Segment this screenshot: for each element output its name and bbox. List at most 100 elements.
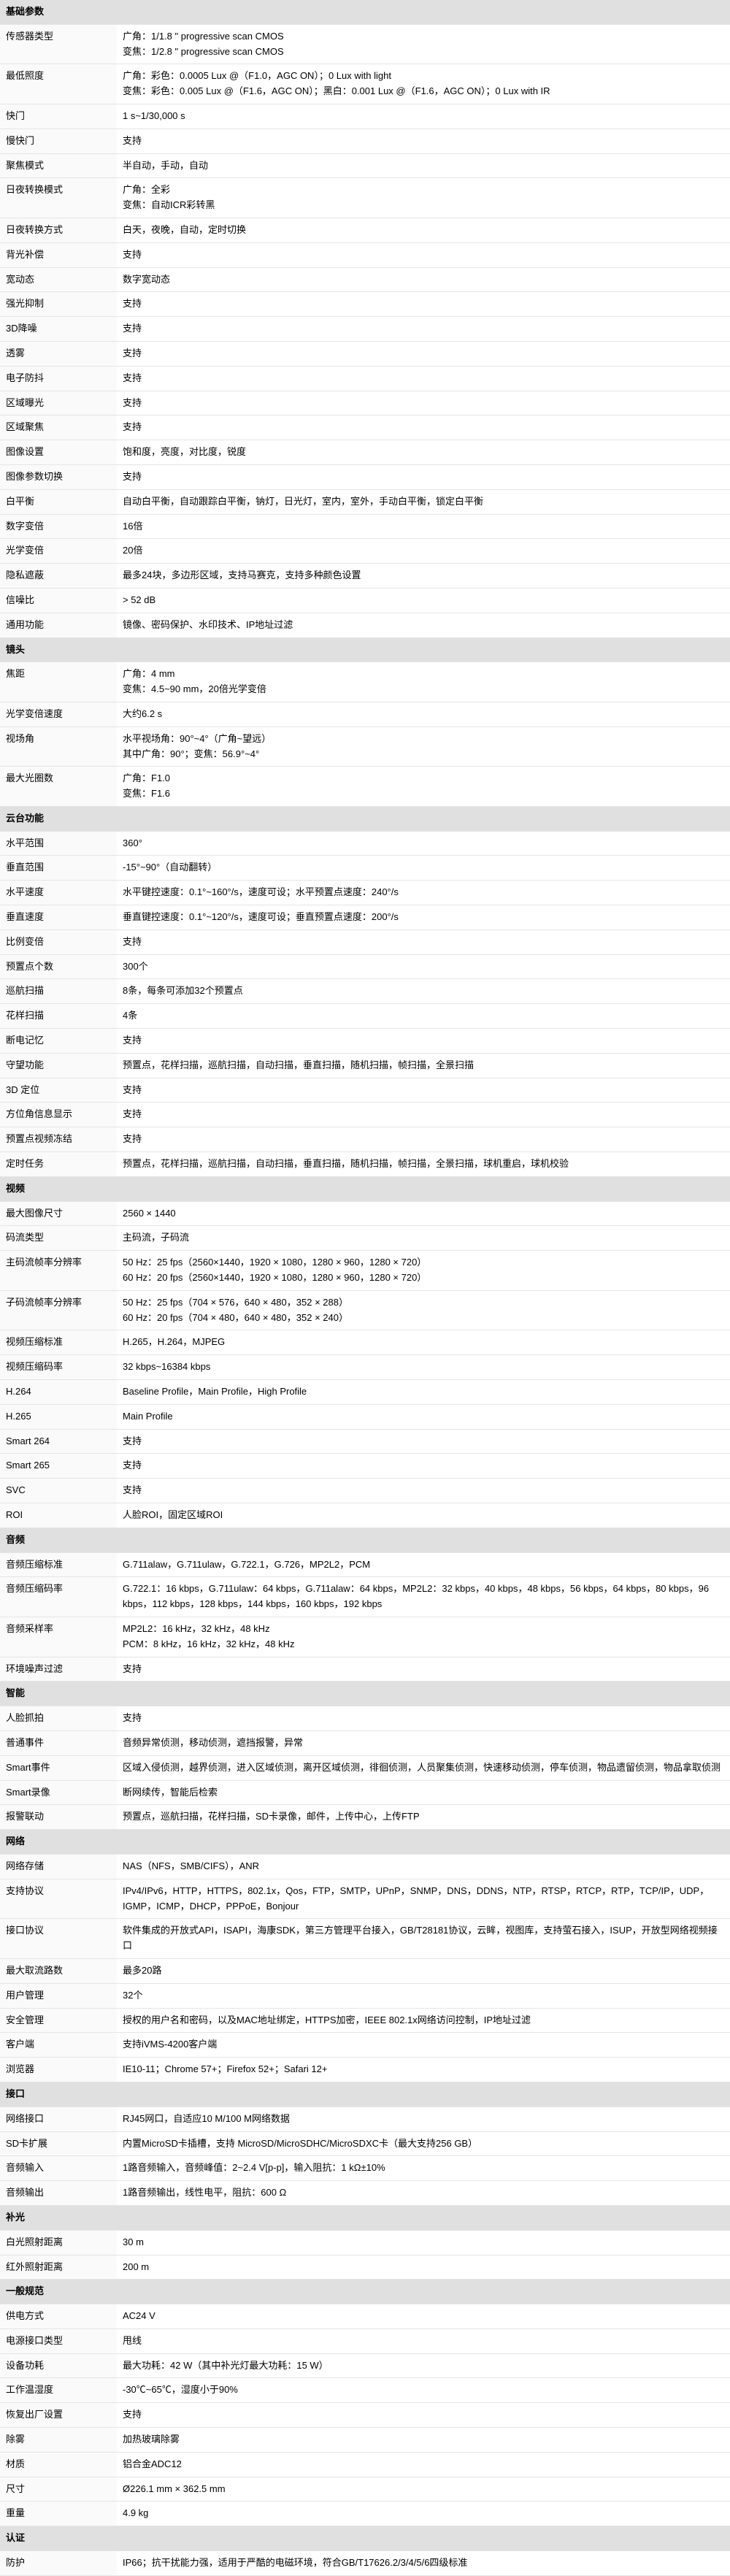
spec-label: 供电方式 <box>0 2304 117 2329</box>
spec-value: 垂直键控速度：0.1°~120°/s，速度可设；垂直预置点速度：200°/s <box>117 905 730 930</box>
spec-row: 通用功能镜像、密码保护、水印技术、IP地址过滤 <box>0 613 730 637</box>
spec-label: 工作温湿度 <box>0 2378 117 2403</box>
spec-row: 电源接口类型甩线 <box>0 2328 730 2353</box>
spec-value: 音频异常侦测，移动侦测，遮挡报警，异常 <box>117 1730 730 1755</box>
spec-label: 普通事件 <box>0 1730 117 1755</box>
spec-label: 支持协议 <box>0 1879 117 1919</box>
spec-row: 环境噪声过滤支持 <box>0 1657 730 1682</box>
spec-value: 广角：4 mm变焦：4.5~90 mm，20倍光学变倍 <box>117 662 730 702</box>
spec-row: 图像设置饱和度，亮度，对比度，锐度 <box>0 440 730 465</box>
section-header: 云台功能 <box>0 806 730 831</box>
spec-value: 50 Hz：25 fps（704 × 576，640 × 480，352 × 2… <box>117 1290 730 1330</box>
spec-value: 支持 <box>117 1454 730 1479</box>
spec-row: Smart 264支持 <box>0 1429 730 1454</box>
spec-row: 用户管理32个 <box>0 1983 730 2008</box>
spec-row: 日夜转换模式广角：全彩变焦：自动ICR彩转黑 <box>0 178 730 218</box>
spec-label: 白平衡 <box>0 489 117 514</box>
spec-row: 数字变倍16倍 <box>0 514 730 539</box>
spec-row: 快门1 s~1/30,000 s <box>0 104 730 129</box>
spec-value: RJ45网口，自适应10 M/100 M网络数据 <box>117 2107 730 2131</box>
spec-row: 方位角信息显示支持 <box>0 1103 730 1127</box>
spec-row: 3D 定位支持 <box>0 1078 730 1103</box>
spec-row: SVC支持 <box>0 1479 730 1503</box>
spec-value: 半自动，手动，自动 <box>117 153 730 178</box>
spec-row: 最大光圈数广角：F1.0变焦：F1.6 <box>0 767 730 807</box>
spec-row: 重量4.9 kg <box>0 2502 730 2526</box>
spec-label: 数字变倍 <box>0 514 117 539</box>
spec-row: 慢快门支持 <box>0 129 730 153</box>
spec-value: 360° <box>117 831 730 856</box>
spec-label: 通用功能 <box>0 613 117 637</box>
spec-value: 广角：F1.0变焦：F1.6 <box>117 767 730 807</box>
spec-value: 预置点，巡航扫描，花样扫描，SD卡录像，邮件，上传中心，上传FTP <box>117 1805 730 1830</box>
spec-label: 强光抑制 <box>0 292 117 317</box>
section-header: 补光 <box>0 2205 730 2230</box>
spec-label: 子码流帧率分辨率 <box>0 1290 117 1330</box>
spec-value: 广角：全彩变焦：自动ICR彩转黑 <box>117 178 730 218</box>
spec-row: 信噪比> 52 dB <box>0 588 730 613</box>
spec-value: 断网续传，智能后检索 <box>117 1780 730 1805</box>
spec-label: Smart 265 <box>0 1454 117 1479</box>
spec-row: ROI人脸ROI，固定区域ROI <box>0 1503 730 1528</box>
spec-row: 焦距广角：4 mm变焦：4.5~90 mm，20倍光学变倍 <box>0 662 730 702</box>
spec-label: 视频压缩标准 <box>0 1330 117 1355</box>
spec-row: 设备功耗最大功耗：42 W（其中补光灯最大功耗：15 W） <box>0 2353 730 2378</box>
spec-label: 恢复出厂设置 <box>0 2403 117 2428</box>
spec-value: 大约6.2 s <box>117 702 730 727</box>
spec-value: 内置MicroSD卡插槽，支持 MicroSD/MicroSDHC/MicroS… <box>117 2131 730 2156</box>
spec-value: 水平键控速度：0.1°~160°/s，速度可设；水平预置点速度：240°/s <box>117 881 730 905</box>
spec-value: 镜像、密码保护、水印技术、IP地址过滤 <box>117 613 730 637</box>
spec-row: 透雾支持 <box>0 341 730 366</box>
spec-row: 音频压缩标准G.711alaw，G.711ulaw，G.722.1，G.726，… <box>0 1552 730 1577</box>
spec-value: 最大功耗：42 W（其中补光灯最大功耗：15 W） <box>117 2353 730 2378</box>
spec-row: Smart 265支持 <box>0 1454 730 1479</box>
spec-value: 支持 <box>117 391 730 415</box>
spec-value: 支持 <box>117 1429 730 1454</box>
spec-value: 数字宽动态 <box>117 267 730 292</box>
spec-value: Baseline Profile，Main Profile，High Profi… <box>117 1380 730 1405</box>
spec-value: 50 Hz：25 fps（2560×1440，1920 × 1080，1280 … <box>117 1251 730 1291</box>
spec-label: 传感器类型 <box>0 24 117 64</box>
spec-label: 浏览器 <box>0 2058 117 2082</box>
spec-label: 区域聚焦 <box>0 415 117 440</box>
spec-row: 图像参数切换支持 <box>0 464 730 489</box>
spec-row: 垂直范围-15°~90°（自动翻转） <box>0 856 730 881</box>
spec-label: 花样扫描 <box>0 1004 117 1029</box>
spec-row: 聚焦模式半自动，手动，自动 <box>0 153 730 178</box>
spec-row: 安全管理授权的用户名和密码，以及MAC地址绑定，HTTPS加密，IEEE 802… <box>0 2008 730 2033</box>
spec-label: 最大取流路数 <box>0 1958 117 1983</box>
spec-value: 支持 <box>117 1103 730 1127</box>
spec-label: 材质 <box>0 2452 117 2477</box>
spec-row: 最大图像尺寸2560 × 1440 <box>0 1201 730 1226</box>
spec-label: 安全管理 <box>0 2008 117 2033</box>
spec-value: 支持 <box>117 1127 730 1152</box>
spec-row: 人脸抓拍支持 <box>0 1706 730 1731</box>
spec-row: 客户端支持iVMS-4200客户端 <box>0 2033 730 2058</box>
spec-row: 视场角水平视场角：90°~4°（广角~望远）其中广角：90°；变焦：56.9°~… <box>0 727 730 767</box>
spec-row: Smart录像断网续传，智能后检索 <box>0 1780 730 1805</box>
spec-value: 300个 <box>117 954 730 979</box>
spec-label: 网络接口 <box>0 2107 117 2131</box>
spec-row: 音频输出1路音频输出，线性电平，阻抗：600 Ω <box>0 2181 730 2206</box>
spec-value: 200 m <box>117 2255 730 2280</box>
spec-row: SD卡扩展内置MicroSD卡插槽，支持 MicroSD/MicroSDHC/M… <box>0 2131 730 2156</box>
spec-row: 强光抑制支持 <box>0 292 730 317</box>
spec-label: 快门 <box>0 104 117 129</box>
spec-value: 4条 <box>117 1004 730 1029</box>
spec-label: 宽动态 <box>0 267 117 292</box>
spec-value: 1 s~1/30,000 s <box>117 104 730 129</box>
spec-row: 视频压缩标准H.265，H.264，MJPEG <box>0 1330 730 1355</box>
spec-label: 巡航扫描 <box>0 979 117 1004</box>
spec-label: 红外照射距离 <box>0 2255 117 2280</box>
spec-row: 浏览器IE10-11；Chrome 57+；Firefox 52+；Safari… <box>0 2058 730 2082</box>
spec-label: 重量 <box>0 2502 117 2526</box>
spec-label: 最低照度 <box>0 64 117 104</box>
spec-row: 定时任务预置点，花样扫描，巡航扫描，自动扫描，垂直扫描，随机扫描，帧扫描，全景扫… <box>0 1152 730 1177</box>
spec-value: 授权的用户名和密码，以及MAC地址绑定，HTTPS加密，IEEE 802.1x网… <box>117 2008 730 2033</box>
spec-value: 支持 <box>117 464 730 489</box>
spec-row: 预置点视频冻结支持 <box>0 1127 730 1152</box>
spec-value: 主码流，子码流 <box>117 1226 730 1251</box>
spec-row: H.265Main Profile <box>0 1404 730 1429</box>
section-header: 接口 <box>0 2082 730 2107</box>
spec-label: 设备功耗 <box>0 2353 117 2378</box>
